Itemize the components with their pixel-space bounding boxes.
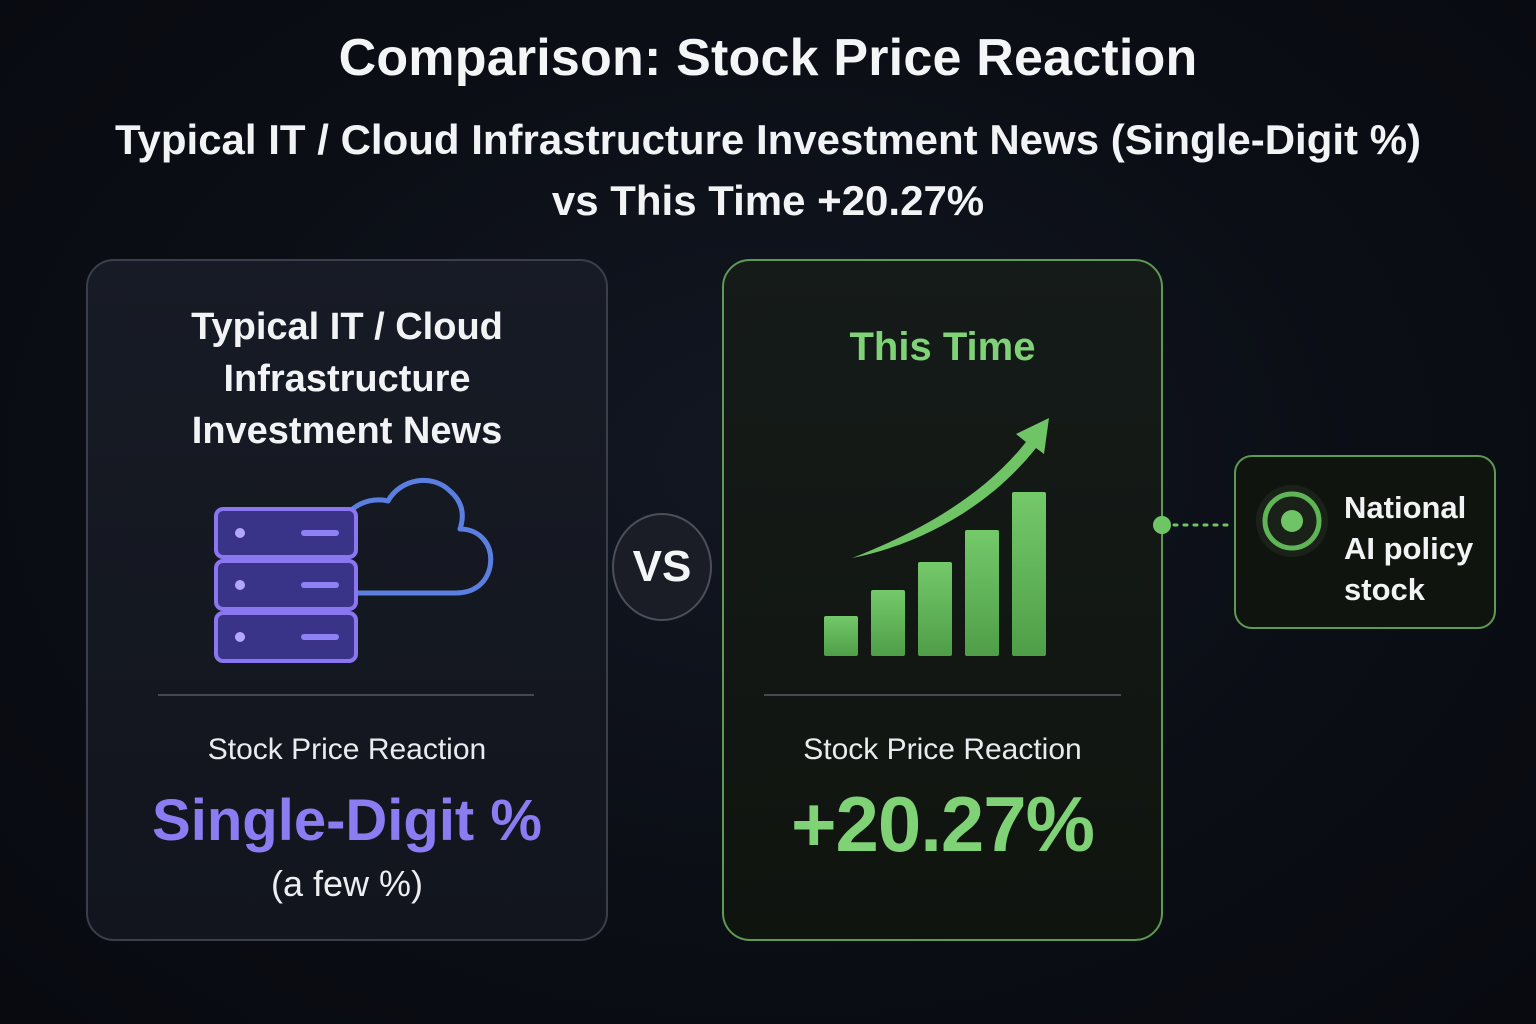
heading-line: Infrastructure [223,358,471,400]
typical-reaction-value: Single-Digit % [152,788,542,853]
callout-connector [1153,516,1236,534]
callout-line: stock [1344,572,1425,607]
heading-line: Investment News [191,410,503,452]
page-title: Comparison: Stock Price Reaction [338,29,1198,87]
page-subtitle-line-2: vs This Time +20.27% [551,177,985,224]
growth-chart-icon [824,418,1049,656]
page-subtitle-line-1: Typical IT / Cloud Infrastructure Invest… [114,116,1422,163]
typical-reaction-note: (a few %) [270,863,424,904]
this-time-reaction-value: +20.27% [790,780,1095,868]
callout-line: National [1344,490,1467,525]
callout-label: National AI policy stock [1344,487,1473,610]
reaction-label: Stock Price Reaction [803,733,1082,766]
vs-badge: VS [612,513,712,621]
reaction-label: Stock Price Reaction [207,733,487,766]
panel-divider [764,694,1121,696]
typical-news-heading: Typical IT / Cloud Infrastructure Invest… [88,301,606,457]
national-ai-policy-callout: National AI policy stock [1234,455,1496,629]
heading-line: Typical IT / Cloud [191,306,503,348]
this-time-heading: This Time [849,325,1036,369]
callout-line: AI policy [1344,531,1474,566]
panel-divider [158,694,534,696]
typical-news-panel: Typical IT / Cloud Infrastructure Invest… [86,259,608,941]
this-time-panel: This Time Stock Price Reaction +20.27% [722,259,1163,941]
target-icon [1256,485,1328,557]
server-cloud-icon [214,477,494,663]
